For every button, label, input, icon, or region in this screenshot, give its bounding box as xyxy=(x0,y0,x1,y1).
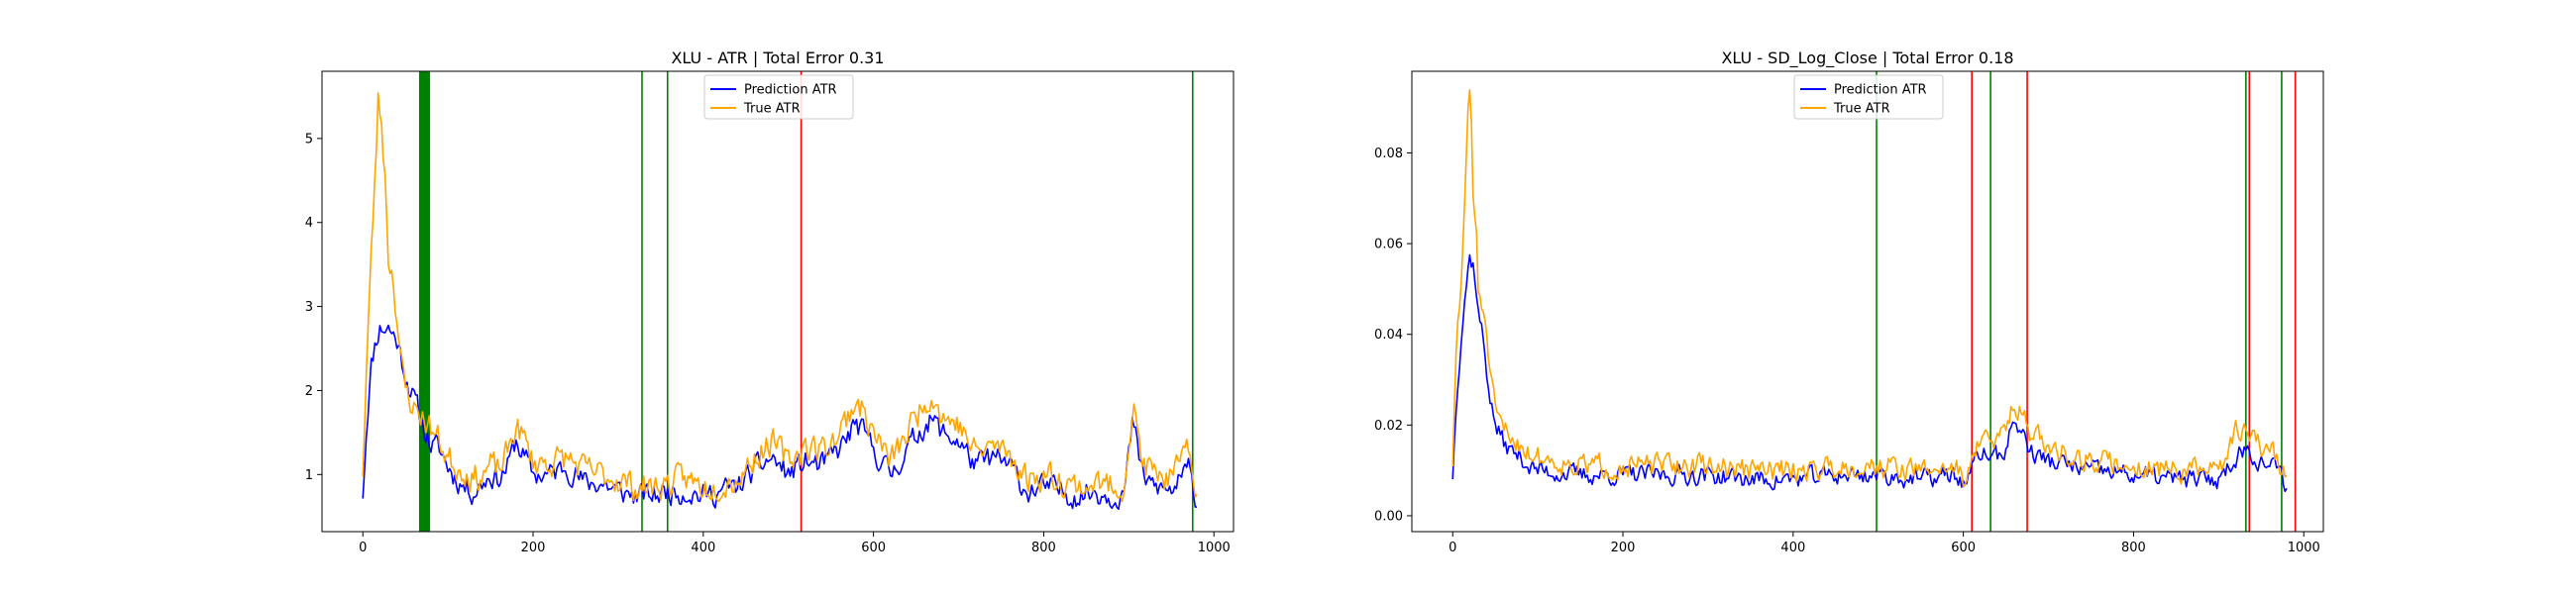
series-lines xyxy=(362,92,1198,511)
legend-label: Prediction ATR xyxy=(1834,83,1927,98)
y-tick-label: 3 xyxy=(305,300,313,315)
x-tick-label: 600 xyxy=(1951,541,1976,555)
y-tick-label: 0.06 xyxy=(1374,238,1403,252)
y-tick-label: 4 xyxy=(305,216,313,231)
x-tick-label: 1000 xyxy=(1198,541,1231,555)
event-band xyxy=(418,71,431,532)
y-axis: 1 2 3 4 5 xyxy=(305,132,322,483)
vline-group xyxy=(418,71,1194,532)
legend-box xyxy=(703,74,854,120)
y-tick-label: 2 xyxy=(305,384,313,399)
x-tick-label: 0 xyxy=(1449,541,1456,555)
chart-title: XLU - SD_Log_Close | Total Error 0.18 xyxy=(1721,49,2013,68)
x-tick-label: 200 xyxy=(521,541,546,555)
x-tick-label: 0 xyxy=(359,541,367,555)
legend-box xyxy=(1793,74,1944,120)
x-axis: 0 200 400 600 800 1000 xyxy=(359,532,1231,555)
x-axis: 0 200 400 600 800 1000 xyxy=(1449,532,2320,555)
series-lines xyxy=(1451,89,2288,493)
legend-label: True ATR xyxy=(743,102,801,117)
x-tick-label: 400 xyxy=(1780,541,1805,555)
x-tick-label: 600 xyxy=(861,541,886,555)
x-tick-label: 800 xyxy=(1031,541,1056,555)
legend: Prediction ATR True ATR xyxy=(1793,74,1944,120)
vline-group xyxy=(1876,71,2297,532)
legend-label: Prediction ATR xyxy=(744,83,837,98)
plot-frame xyxy=(321,70,1234,533)
x-tick-label: 800 xyxy=(2121,541,2146,555)
x-tick-label: 200 xyxy=(1611,541,1636,555)
chart-atr: XLU - ATR | Total Error 0.31 0 200 400 600 8… xyxy=(305,49,1234,555)
chart-title: XLU - ATR | Total Error 0.31 xyxy=(671,49,884,67)
x-tick-label: 400 xyxy=(691,541,715,555)
y-tick-label: 1 xyxy=(305,468,313,483)
series-true-atr xyxy=(1451,89,2288,488)
x-tick-label: 1000 xyxy=(2288,541,2320,555)
y-tick-label: 0.02 xyxy=(1374,419,1403,434)
y-axis: 0.00 0.02 0.04 0.06 0.08 xyxy=(1374,147,1412,524)
series-prediction-atr xyxy=(362,324,1198,511)
y-tick-label: 0.00 xyxy=(1374,509,1403,524)
y-tick-label: 0.04 xyxy=(1374,328,1403,343)
chart-sd-log-close: XLU - SD_Log_Close | Total Error 0.18 0 2… xyxy=(1374,49,2324,555)
legend: Prediction ATR True ATR xyxy=(703,74,854,120)
series-true-atr xyxy=(362,92,1198,503)
y-tick-label: 5 xyxy=(305,132,313,147)
legend-label: True ATR xyxy=(1833,102,1890,117)
y-tick-label: 0.08 xyxy=(1374,147,1403,161)
plot-frame xyxy=(1411,70,2324,533)
